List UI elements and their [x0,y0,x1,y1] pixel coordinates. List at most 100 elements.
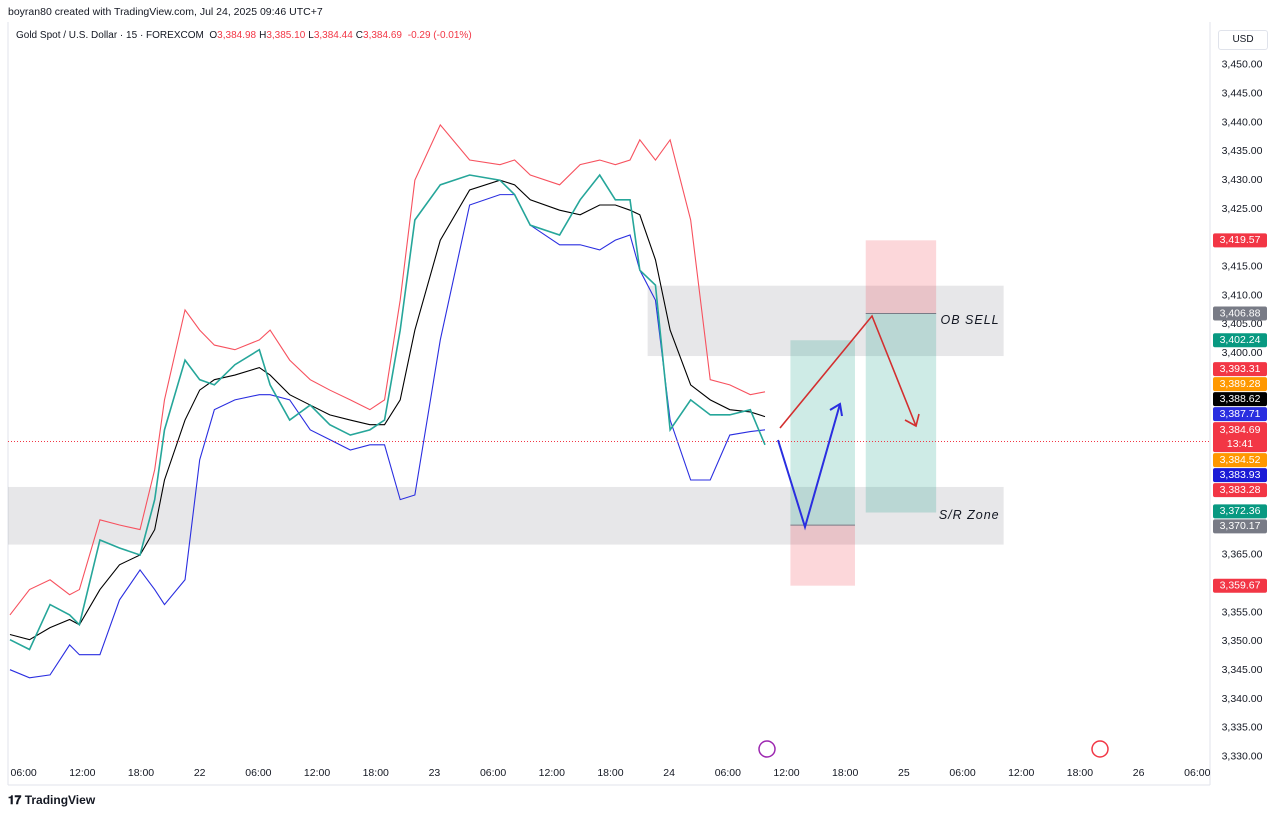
price-tag-label: 3,359.67 [1220,579,1261,591]
ohlc-key: L [308,30,314,41]
y-tick-label: 3,340.00 [1222,693,1263,705]
price-line [9,123,766,616]
price-tag-label: 3,383.93 [1220,469,1261,481]
ohlc: O3,384.98 H3,385.10 L3,384.44 C3,384.69 [209,30,405,41]
ohlc-value: 3,385.10 [266,30,306,41]
x-tick-label: 06:00 [1184,767,1210,779]
lines [8,123,1210,679]
price-tag-label: 3,406.88 [1220,307,1261,319]
x-tick-label: 12:00 [69,767,95,779]
price-tag-label: 3,388.62 [1220,393,1261,405]
y-tick-label: 3,355.00 [1222,606,1263,618]
x-tick-label: 12:00 [1008,767,1034,779]
price-tag-label: 3,370.17 [1220,520,1261,532]
x-tick-label: 06:00 [245,767,271,779]
price-tag [1213,468,1267,483]
symbol: Gold Spot / U.S. Dollar · 15 · FOREXCOM [16,30,204,41]
logo-mark: 𝟏𝟕 [8,793,25,807]
x-tick-label: 18:00 [832,767,858,779]
footer-text: TradingView [24,793,96,807]
zone-label: OB SELL [941,313,1000,327]
y-tick-label: 3,405.00 [1222,318,1263,330]
y-tick-label: 3,365.00 [1222,549,1263,561]
zone [8,486,1004,545]
y-tick-label: 3,410.00 [1222,289,1263,301]
x-tick-label: 06:00 [715,767,741,779]
price-tag-label: 3,393.31 [1220,363,1261,375]
footer-logo: 𝟏𝟕 TradingView [8,793,95,808]
zones: OB SELL S/R Zone [8,240,1004,586]
price-tag [1213,578,1267,593]
price-line [9,194,766,679]
y-tick-label: 3,445.00 [1222,88,1263,100]
x-tick-label: 22 [194,767,206,779]
ohlc-value: 3,384.69 [363,30,402,41]
price-tag [1213,483,1267,498]
x-tick-label: 06:00 [11,767,37,779]
price-tag [1213,377,1267,392]
price-tag [1213,362,1267,377]
arrows [777,314,920,531]
flag-icon[interactable] [1091,740,1109,758]
x-tick-label: 18:00 [363,767,389,779]
zone [647,285,1004,357]
axes: 06:00 12:00 18:00 22 06:00 12:00 18:00 23 06:00 1… [11,59,1263,779]
x-tick-label: 18:00 [128,767,154,779]
price-tag-label: 3,419.57 [1220,234,1261,246]
loss-area [865,240,937,314]
price-tag [1213,392,1267,407]
ohlc-key: C [355,30,364,41]
y-tick-label: 3,350.00 [1222,635,1263,647]
x-tick-label: 24 [663,767,675,779]
y-tick-label: 3,330.00 [1222,751,1263,763]
x-tick-label: 12:00 [304,767,330,779]
price-tag-label: 3,389.28 [1220,378,1261,390]
price-tag [1213,306,1267,321]
header: boyran80 created with TradingView.com, J… [8,6,323,18]
x-tick-label: 12:00 [539,767,565,779]
y-tick-label: 3,450.00 [1222,59,1263,71]
price-tags: 3,419.57 3,406.88 3,402.24 3,393.31 3,389.28… [1213,233,1267,593]
ohlc-key: H [259,30,267,41]
price-tag [1213,333,1267,348]
price-tag-label: 3,384.69 [1220,424,1261,436]
x-tick-label: 18:00 [1067,767,1093,779]
price-tag-label: 3,384.52 [1220,454,1261,466]
ohlc-key: O [209,30,218,41]
price-tag [1213,407,1267,422]
arrow-head [829,402,843,417]
price-tag-label: 3,383.28 [1220,484,1261,496]
y-tick-label: 3,430.00 [1222,174,1263,186]
x-tick-label: 25 [898,767,910,779]
x-tick-label: 06:00 [480,767,506,779]
price-tag [1213,233,1267,248]
y-tick-label: 3,335.00 [1222,722,1263,734]
zone-label: S/R Zone [939,508,1000,522]
x-tick-label: 23 [429,767,441,779]
ohlc-value: 3,384.98 [217,30,257,41]
arrow-head [904,413,920,428]
price-tag [1213,519,1267,534]
ohlc-value: 3,384.44 [313,30,353,41]
price-tag-label: 3,387.71 [1220,408,1261,420]
y-tick-label: 3,440.00 [1222,116,1263,128]
currency-button[interactable]: USD [1218,30,1268,50]
price-tag-label: 3,402.24 [1220,334,1261,346]
y-tick-label: 3,415.00 [1222,260,1263,272]
y-tick-label: 3,425.00 [1222,203,1263,215]
event-icon[interactable] [758,740,776,758]
price-line [9,173,766,651]
price-tag [1213,422,1267,453]
price-tag [1213,504,1267,519]
change: -0.29 (-0.01%) [407,30,472,41]
y-tick-label: 3,345.00 [1222,664,1263,676]
y-tick-label: 3,435.00 [1222,145,1263,157]
profit-area [790,340,855,526]
y-tick-label: 3,400.00 [1222,347,1263,359]
price-line [9,179,766,641]
red-arrow [779,314,917,429]
profit-area [865,313,937,513]
countdown: 13:41 [1227,438,1253,450]
